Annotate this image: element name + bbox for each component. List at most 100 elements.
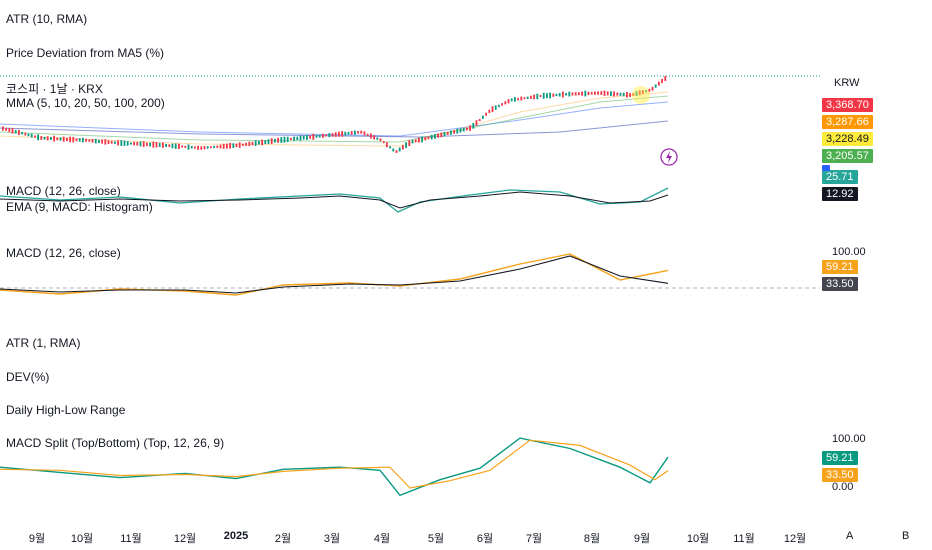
macd2-series — [0, 255, 669, 294]
candle — [270, 138, 273, 145]
candle — [254, 140, 257, 146]
macd1-tag: 25.71 — [822, 170, 858, 184]
candle — [117, 140, 119, 146]
candle — [315, 135, 318, 138]
daily-range-label[interactable]: Daily High-Low Range — [6, 403, 126, 417]
candle — [344, 131, 347, 136]
candle — [488, 109, 491, 114]
candle — [126, 141, 129, 146]
ma-line — [0, 120, 669, 138]
time-axis-label: 10월 — [686, 533, 710, 545]
candle — [53, 135, 55, 142]
candle — [290, 137, 292, 141]
candle — [523, 97, 526, 100]
candle — [24, 132, 27, 136]
candle — [456, 128, 459, 134]
candle — [85, 138, 87, 142]
price-axis[interactable]: KRW — [820, 0, 932, 550]
candle — [46, 136, 49, 141]
candle — [94, 138, 97, 144]
macd2-series — [0, 253, 669, 296]
candle — [424, 136, 427, 141]
macd-split-label[interactable]: MACD Split (Top/Bottom) (Top, 12, 26, 9) — [6, 436, 225, 450]
candle — [546, 93, 548, 99]
candle — [190, 146, 193, 149]
candle — [242, 143, 244, 146]
price-dev-label[interactable]: Price Deviation from MA5 (%) — [6, 46, 165, 60]
price-tag: 3,205.57 — [822, 149, 873, 163]
candle — [587, 91, 590, 96]
candle — [664, 75, 667, 81]
auto-scale-button[interactable]: A — [846, 530, 854, 542]
candle — [312, 133, 315, 140]
candle — [107, 140, 110, 144]
candle — [478, 118, 481, 122]
time-axis-label: 5월 — [427, 533, 445, 545]
candle — [594, 91, 596, 95]
time-axis-label: 9월 — [28, 533, 46, 545]
b-button[interactable]: B — [902, 530, 910, 542]
candle — [510, 98, 513, 102]
candle — [382, 141, 385, 144]
symbol-label[interactable]: 코스피 · 1날 · KRX — [6, 82, 103, 96]
mma-label[interactable]: MMA (5, 10, 20, 50, 100, 200) — [6, 96, 165, 110]
candle — [568, 91, 571, 97]
candle — [574, 92, 577, 96]
candle — [258, 140, 260, 145]
candle — [62, 136, 65, 142]
candle — [504, 101, 507, 105]
candle — [66, 137, 68, 141]
candle — [584, 90, 587, 97]
split-axis-zero: 0.00 — [832, 481, 854, 493]
candle — [379, 138, 382, 142]
macd-split-pane — [0, 437, 669, 497]
candle — [283, 136, 286, 143]
candle — [360, 130, 363, 134]
candle — [264, 140, 267, 144]
candle — [501, 103, 503, 106]
candle — [600, 91, 603, 95]
atr10-label[interactable]: ATR (10, RMA) — [6, 12, 88, 26]
candle — [59, 137, 62, 141]
chart-canvas[interactable] — [0, 0, 820, 550]
candle — [539, 95, 542, 97]
macd1-tag: 12.92 — [822, 187, 858, 201]
candle — [30, 133, 33, 138]
candle — [542, 92, 545, 99]
candle — [421, 136, 423, 143]
candle — [50, 136, 52, 140]
lightning-icon[interactable] — [660, 148, 678, 166]
candle — [82, 137, 84, 143]
candle — [210, 146, 212, 149]
candle — [427, 136, 430, 140]
candle — [536, 93, 539, 100]
ema-hist-label[interactable]: EMA (9, MACD: Histogram) — [6, 200, 153, 214]
candle — [610, 91, 612, 96]
candle — [581, 91, 583, 96]
candle — [453, 130, 455, 134]
candle — [43, 136, 46, 140]
time-axis-label: 11월 — [120, 533, 142, 545]
candle — [136, 142, 139, 146]
candle — [363, 131, 366, 136]
candle — [434, 134, 436, 139]
candle — [251, 141, 254, 146]
candle — [626, 92, 628, 98]
macd1-label[interactable]: MACD (12, 26, close) — [6, 184, 121, 198]
candle — [443, 131, 446, 137]
time-axis-label: 8월 — [583, 533, 601, 545]
split-top-line — [0, 437, 669, 497]
macd2-label[interactable]: MACD (12, 26, close) — [6, 246, 121, 260]
candle — [635, 91, 638, 96]
macd1-signal — [0, 191, 669, 209]
dev-label[interactable]: DEV(%) — [6, 370, 50, 384]
candle — [267, 139, 270, 144]
candlesticks — [2, 75, 667, 153]
atr1-label[interactable]: ATR (1, RMA) — [6, 336, 81, 350]
candle — [462, 127, 465, 132]
time-axis-label: 12월 — [173, 533, 197, 545]
candle — [27, 133, 30, 137]
candle — [286, 136, 289, 142]
currency-label: KRW — [834, 77, 860, 89]
candle — [466, 127, 468, 131]
